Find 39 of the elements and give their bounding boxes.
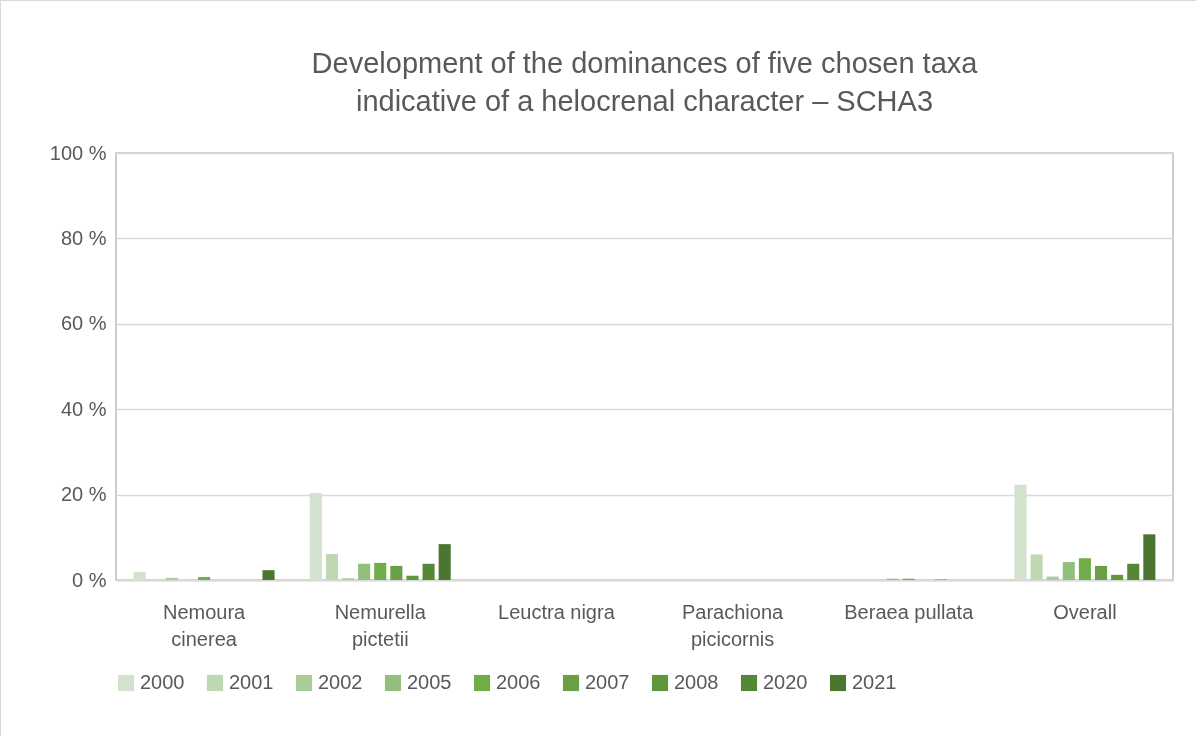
bar [262, 570, 275, 580]
bar [358, 563, 371, 580]
y-tick-label: 0 % [72, 568, 107, 591]
y-tick-label: 80 % [60, 226, 107, 249]
bar [1143, 534, 1156, 580]
x-tick-label: Beraea pullata [844, 600, 975, 623]
x-tick-label: Nemurella pictetii [334, 600, 427, 650]
legend-label: 2000 [140, 671, 185, 693]
bar [1127, 563, 1140, 580]
legend-label: 2008 [674, 671, 719, 693]
chart-title: Development of the dominances of five chosen taxa indicative of a helocrenal character – SCHA3 [311, 47, 979, 117]
bar [198, 577, 211, 580]
x-tick-label: Nemoura cinerea [162, 600, 247, 650]
y-tick-label: 40 % [60, 397, 107, 420]
bar [438, 544, 451, 580]
bar [1030, 554, 1043, 580]
bar [1078, 558, 1091, 580]
bar [1094, 565, 1108, 580]
y-tick-label: 100 % [49, 141, 107, 164]
bar [374, 562, 387, 580]
bar [390, 565, 403, 580]
legend-label: 2005 [407, 671, 452, 693]
x-tick-label: Parachiona picicornis [681, 600, 785, 650]
bar [1111, 574, 1124, 580]
x-tick-label: Overall [1053, 600, 1117, 623]
legend-label: 2002 [318, 671, 363, 693]
legend-label: 2007 [585, 671, 630, 693]
y-tick-label: 60 % [60, 312, 107, 335]
bar [1062, 562, 1075, 580]
y-tick-label: 20 % [60, 483, 107, 506]
bar [406, 575, 419, 580]
bar [422, 563, 435, 580]
legend-label: 2001 [229, 671, 274, 693]
legend-label: 2020 [763, 671, 808, 693]
legend-label: 2006 [496, 671, 541, 693]
legend-label: 2021 [852, 671, 897, 693]
bar [165, 577, 178, 580]
bar [325, 553, 338, 580]
x-tick-label: Leuctra nigra [498, 600, 616, 623]
